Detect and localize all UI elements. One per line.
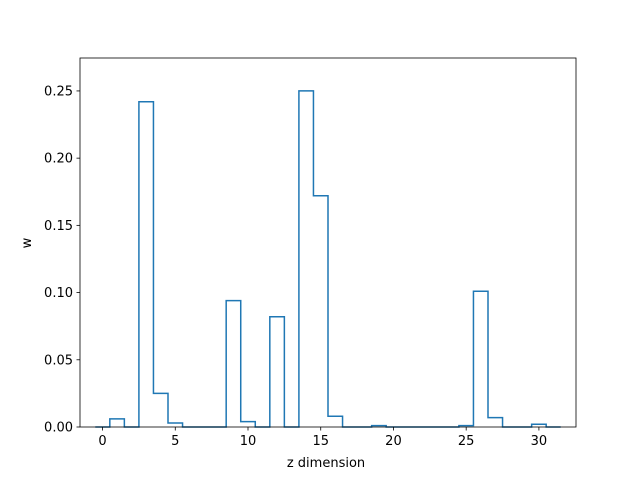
plot-area: 0 5 10 15 20 25 30 0.00 0.05 0.10 0.15 0.20 0.25 [44,57,577,449]
x-tick-label: 20 [385,434,402,449]
axes-frame [79,57,577,428]
x-tick-label: 5 [171,434,179,449]
y-tick-label: 0.05 [44,353,73,368]
histogram-bin-3 [139,102,154,427]
y-tick-label: 0.10 [44,286,73,301]
y-tick-label: 0.20 [44,152,73,167]
histogram-bin-9 [226,301,241,427]
y-tick-label: 0.00 [44,421,73,436]
histogram-bin-16 [328,416,343,427]
histogram-step-line [95,90,561,428]
histogram-bin-1 [110,419,125,427]
y-tick-label: 0.15 [44,219,73,234]
histogram-bin-14 [299,91,314,427]
x-tick-label: 25 [458,434,475,449]
x-tick-label: 0 [98,434,106,449]
histogram-bin-15 [313,196,328,427]
y-tick-label: 0.25 [44,84,73,99]
histogram-bin-27 [488,418,503,427]
histogram-bin-12 [270,317,285,427]
x-tick-label: 30 [531,434,548,449]
y-axis-label: w [20,237,35,248]
histogram-bin-4 [153,393,168,427]
x-axis-label: z dimension [287,456,365,471]
x-tick-label: 15 [312,434,329,449]
histogram-bin-26 [473,291,488,427]
x-tick-label: 10 [240,434,257,449]
histogram-bin-10 [241,422,256,427]
